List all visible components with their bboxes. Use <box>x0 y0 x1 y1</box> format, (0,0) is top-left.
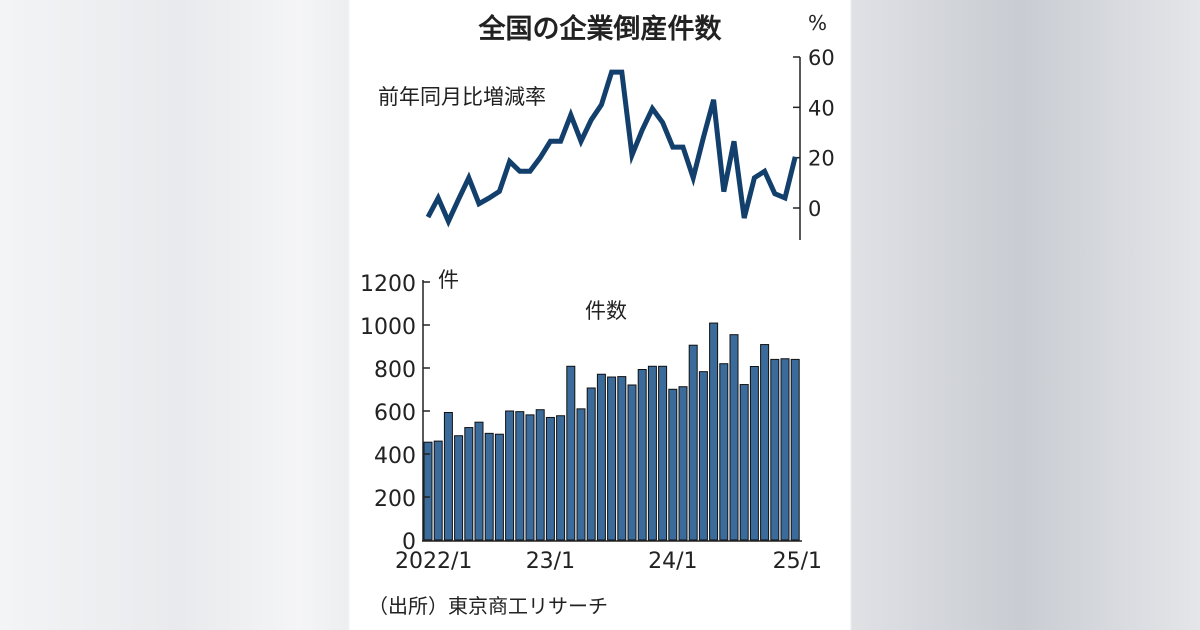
bar <box>494 433 504 541</box>
line-unit-label: % <box>808 11 827 35</box>
bar <box>688 344 698 541</box>
bar <box>484 432 494 541</box>
bar-unit-label: 件 <box>438 268 459 292</box>
bar-x-tick-label: 25/1 <box>773 549 822 574</box>
line-y-tick-label: 60 <box>808 46 835 70</box>
bar-y-tick-label: 800 <box>374 358 416 383</box>
bar <box>576 408 586 541</box>
line-y-tick-label: 20 <box>808 147 835 171</box>
bar <box>770 358 780 541</box>
bar <box>749 365 759 541</box>
bar <box>709 322 719 541</box>
bar <box>637 369 647 541</box>
bar <box>535 409 545 541</box>
line-series-label: 前年同月比増減率 <box>378 85 546 109</box>
bar-y-tick-label: 400 <box>374 444 416 469</box>
bar-y-tick-label: 1000 <box>360 315 416 340</box>
bar <box>443 412 453 541</box>
bar <box>474 421 484 541</box>
bar <box>627 384 637 541</box>
bar <box>525 414 535 541</box>
bar <box>505 410 515 541</box>
bar <box>719 363 729 541</box>
line-y-tick-label: 0 <box>808 197 821 221</box>
bar <box>586 387 596 541</box>
bar <box>647 365 657 541</box>
bar <box>760 344 770 541</box>
bar <box>464 427 474 541</box>
bar <box>658 365 668 541</box>
bar <box>698 371 708 541</box>
bar <box>607 376 617 541</box>
bar <box>780 358 790 541</box>
bar <box>668 388 678 541</box>
bar-y-tick-label: 1200 <box>360 272 416 297</box>
bar <box>556 415 566 541</box>
bar <box>790 358 800 541</box>
bar <box>678 386 688 541</box>
line-y-tick-label: 40 <box>808 96 835 120</box>
bar-x-tick-label: 23/1 <box>526 549 575 574</box>
bar <box>423 441 433 541</box>
bar <box>454 435 464 541</box>
bar <box>729 334 739 541</box>
bar-y-tick-label: 200 <box>374 487 416 512</box>
bar-x-tick-label: 2022/1 <box>395 549 472 574</box>
bar-x-tick-label: 24/1 <box>648 549 697 574</box>
bar <box>566 365 576 541</box>
bar <box>545 416 555 541</box>
bar <box>739 384 749 541</box>
bar-series-label: 件数 <box>585 299 627 323</box>
chart-title: 全国の企業倒産件数 <box>478 13 723 45</box>
bar-y-tick-label: 0 <box>402 530 416 555</box>
bar <box>515 411 525 541</box>
source-note: （出所）東京商工リサーチ <box>368 594 608 618</box>
bar <box>596 373 606 541</box>
bar <box>433 440 443 541</box>
bar <box>617 376 627 541</box>
bar-y-tick-label: 600 <box>374 401 416 426</box>
